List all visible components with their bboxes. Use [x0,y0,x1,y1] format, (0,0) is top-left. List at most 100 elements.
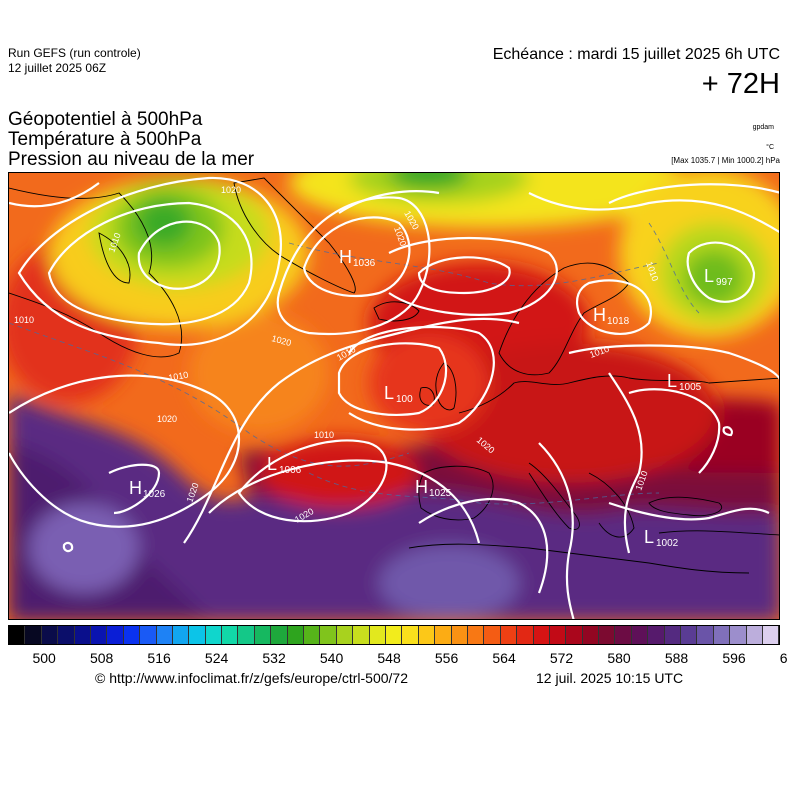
colorbar-tick-label: 508 [89,650,114,666]
colorbar-cell [713,626,731,644]
colorbar-cell [369,626,386,644]
pressure-center-type: L [667,371,677,391]
colorbar-cell [697,626,714,644]
colorbar-cell [664,626,682,644]
colorbar-tick-label: 588 [664,650,689,666]
title-pressure: Pression au niveau de la mer [8,149,255,170]
colorbar-tick-label: 532 [262,650,286,666]
colorbar-cell [254,626,272,644]
pressure-center-value: 997 [716,277,733,288]
colorbar-cell [320,626,337,644]
pressure-center-l997: L 997 [704,266,733,288]
colorbar-cell [418,626,436,644]
colorbar-cell [435,626,452,644]
colorbar-cell [107,626,124,644]
pressure-center-value: 100 [396,394,413,405]
pressure-center-value: 1002 [656,538,679,549]
colorbar-tick-label: 556 [434,650,459,666]
pressure-center-value: 1006 [279,465,302,476]
colorbar-cell [533,626,550,644]
colorbar-cell [9,626,26,644]
pressure-center-type: L [384,383,394,403]
colorbar-cell [500,626,518,644]
isobars [9,176,779,619]
valid-time: Echéance : mardi 15 juillet 2025 6h UTC [492,46,780,63]
colorbar-cell [304,626,321,644]
colorbar-cell [549,626,567,644]
colorbar-cell [353,626,370,644]
colorbar-cell [172,626,190,644]
colorbar-tick-label: 564 [492,650,516,666]
isobar-label: 1010 [314,430,334,440]
pressure-center-type: H [129,478,142,498]
pressure-center-h1025: H 1025 [415,477,452,499]
colorbar-ticks: 500 508 516 524 532 540 548 556 564 572 580 588 596 6… [8,650,788,666]
pressure-center-l1005: L 1005 [667,371,702,393]
colorbar-cell [189,626,206,644]
coastlines [9,177,779,574]
colorbar-tick-label: 604 [779,650,788,666]
colorbar-cell [74,626,91,644]
colorbar-cell [123,626,141,644]
colorbar-tick-label: 548 [377,650,401,666]
pressure-center-type: L [704,266,714,286]
colorbar-cell [238,626,255,644]
colorbar [8,625,780,645]
colorbar-cell [25,626,42,644]
pressure-center-value: 1036 [353,258,376,269]
lead-time: + 72H [701,68,780,100]
colorbar-cell [648,626,665,644]
pressure-range: [Max 1035.7 | Min 1000.2] hPa [671,156,780,165]
colorbar-cell [336,626,354,644]
colorbar-cell [730,626,747,644]
colorbar-cell [222,626,239,644]
pressure-center-type: H [593,305,606,325]
colorbar-cell [681,626,698,644]
colorbar-cell [615,626,632,644]
colorbar-cell [762,626,780,644]
colorbar-cell [402,626,419,644]
run-label: Run GEFS (run controle) [8,46,141,60]
colorbar-cell [467,626,485,644]
colorbar-cell [599,626,616,644]
colorbar-cell [517,626,534,644]
colorbar-cell [90,626,108,644]
pressure-center-h1036: H 1036 [339,247,376,269]
colorbar-cell [582,626,600,644]
pressure-center-l1002: L 1002 [644,527,679,549]
isobar-label: 1020 [221,185,241,195]
pressure-center-value: 1026 [143,489,166,500]
unit-temperature: °C [766,144,774,151]
colorbar-tick-label: 596 [722,650,746,666]
pressure-centers: H 1036 H 1018 L 997 L 1005 L 1006 L 1002 [129,247,733,549]
colorbar-tick-label: 516 [147,650,171,666]
colorbar-tick-label: 524 [204,650,229,666]
colorbar-cell [287,626,305,644]
pressure-center-type: H [339,247,352,267]
pressure-center-value: 1018 [607,316,630,327]
unit-geopotential: gpdam [752,124,774,131]
colorbar-cell [631,626,649,644]
pressure-center-type: L [644,527,654,547]
colorbar-cell [451,626,468,644]
pressure-center-l100: L 100 [384,383,413,405]
pressure-center-value: 1005 [679,382,702,393]
colorbar-cell [41,626,59,644]
weather-map: H 1036 H 1018 L 997 L 1005 L 1006 L 1002 [8,172,780,620]
pressure-center-h1026: H 1026 [129,478,166,500]
colorbar-cell [566,626,583,644]
isobar-label: 1020 [157,414,177,424]
colorbar-cell [271,626,288,644]
pressure-center-value: 1025 [429,488,452,499]
colorbar-cell [385,626,403,644]
run-date: 12 juillet 2025 06Z [8,61,107,75]
colorbar-tick-label: 572 [549,650,574,666]
pressure-center-type: L [267,454,277,474]
colorbar-cell [484,626,501,644]
issue-time: 12 juil. 2025 10:15 UTC [536,670,684,686]
credit-url: © http://www.infoclimat.fr/z/gefs/europe… [95,670,409,686]
pressure-center-type: H [415,477,428,497]
title-temperature: Température à 500hPa [8,129,202,150]
pressure-center-h1018: H 1018 [593,305,630,327]
colorbar-cell [140,626,157,644]
